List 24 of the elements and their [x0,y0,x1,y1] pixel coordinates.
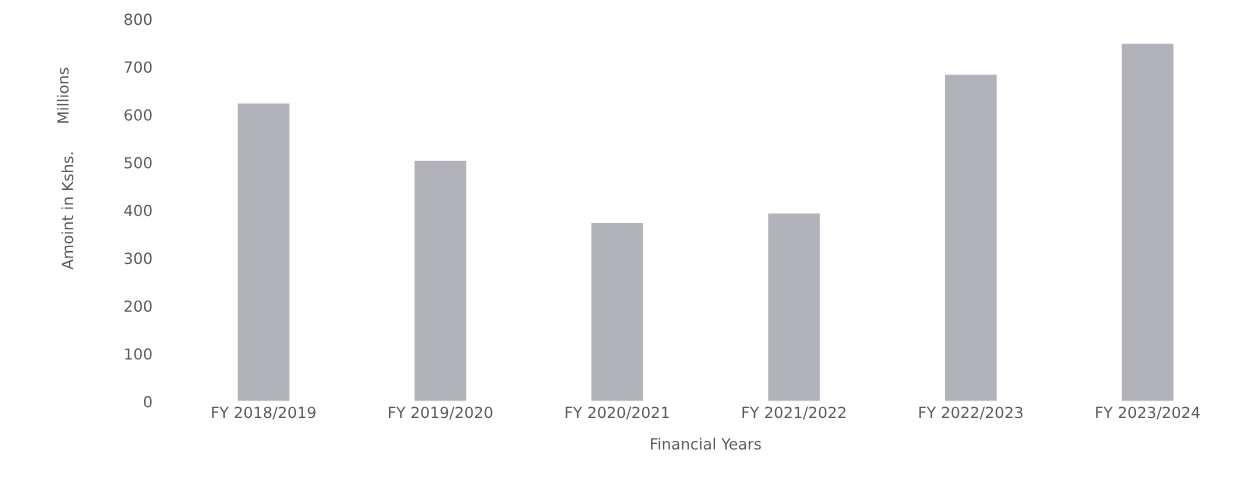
y-axis-title: Amoint in Kshs. [61,152,74,270]
y-tick-label: 200 [124,300,152,312]
bar [236,102,291,402]
y-tick-label: 0 [143,395,152,408]
y-tick-label: 800 [124,13,152,26]
x-axis-title: Financial Years [651,437,761,450]
bar [766,212,822,402]
y-tick-label: 300 [124,252,152,265]
x-tick-label: FY 2023/2024 [1096,406,1200,420]
x-tick-label: FY 2018/2019 [212,406,316,420]
bar [943,73,999,402]
y-tick-label: 600 [124,109,152,121]
y-tick-label: 500 [124,156,152,169]
bar [589,221,645,402]
bar [413,159,468,402]
bar [1120,42,1175,402]
x-tick-label: FY 2021/2022 [742,406,846,420]
x-tick-label: FY 2019/2020 [388,406,493,420]
x-tick-label: FY 2022/2023 [919,406,1023,420]
y-tick-label: 700 [124,61,152,73]
x-tick-label: FY 2020/2021 [565,406,669,420]
y-tick-label: 100 [125,348,152,360]
y-tick-label: 400 [124,204,152,217]
text: Millions [56,67,69,123]
